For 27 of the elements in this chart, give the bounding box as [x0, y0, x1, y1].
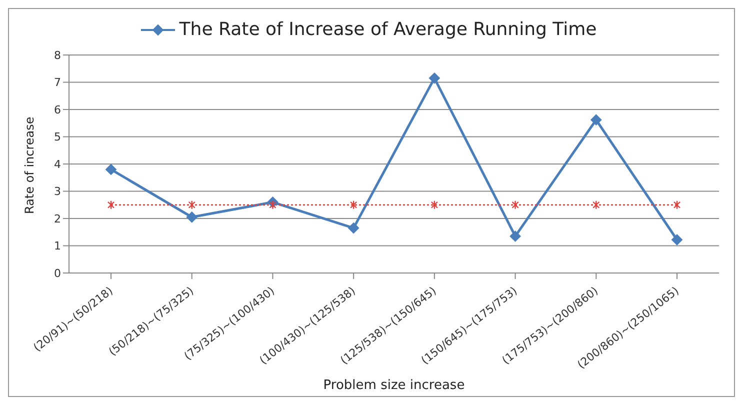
y-tick-label: 7 — [54, 76, 61, 90]
point — [430, 200, 438, 210]
y-tick-label: 1 — [54, 240, 61, 253]
y-tick-label: 3 — [54, 185, 61, 198]
point — [512, 200, 519, 210]
legend-label: The Rate of Increase of Average Running Time — [179, 19, 597, 40]
y-tick-label: 8 — [54, 48, 61, 62]
point — [350, 200, 358, 210]
point — [428, 72, 440, 84]
point — [348, 222, 360, 234]
point — [672, 234, 682, 246]
point — [673, 200, 681, 210]
y-axis-title: Rate of increase — [22, 116, 36, 214]
y-tick-label: 0 — [54, 266, 61, 280]
y-tick-label: 6 — [54, 103, 61, 116]
x-axis-title: Problem size increase — [323, 378, 465, 393]
point — [107, 200, 115, 210]
point — [592, 200, 600, 210]
point — [590, 114, 602, 126]
y-tick-label: 2 — [54, 212, 61, 226]
y-tick-label: 4 — [54, 158, 61, 171]
point — [510, 230, 521, 242]
point — [186, 212, 198, 223]
point — [269, 200, 276, 210]
point — [188, 200, 196, 210]
point — [106, 164, 116, 175]
y-tick-label: 5 — [54, 130, 61, 144]
